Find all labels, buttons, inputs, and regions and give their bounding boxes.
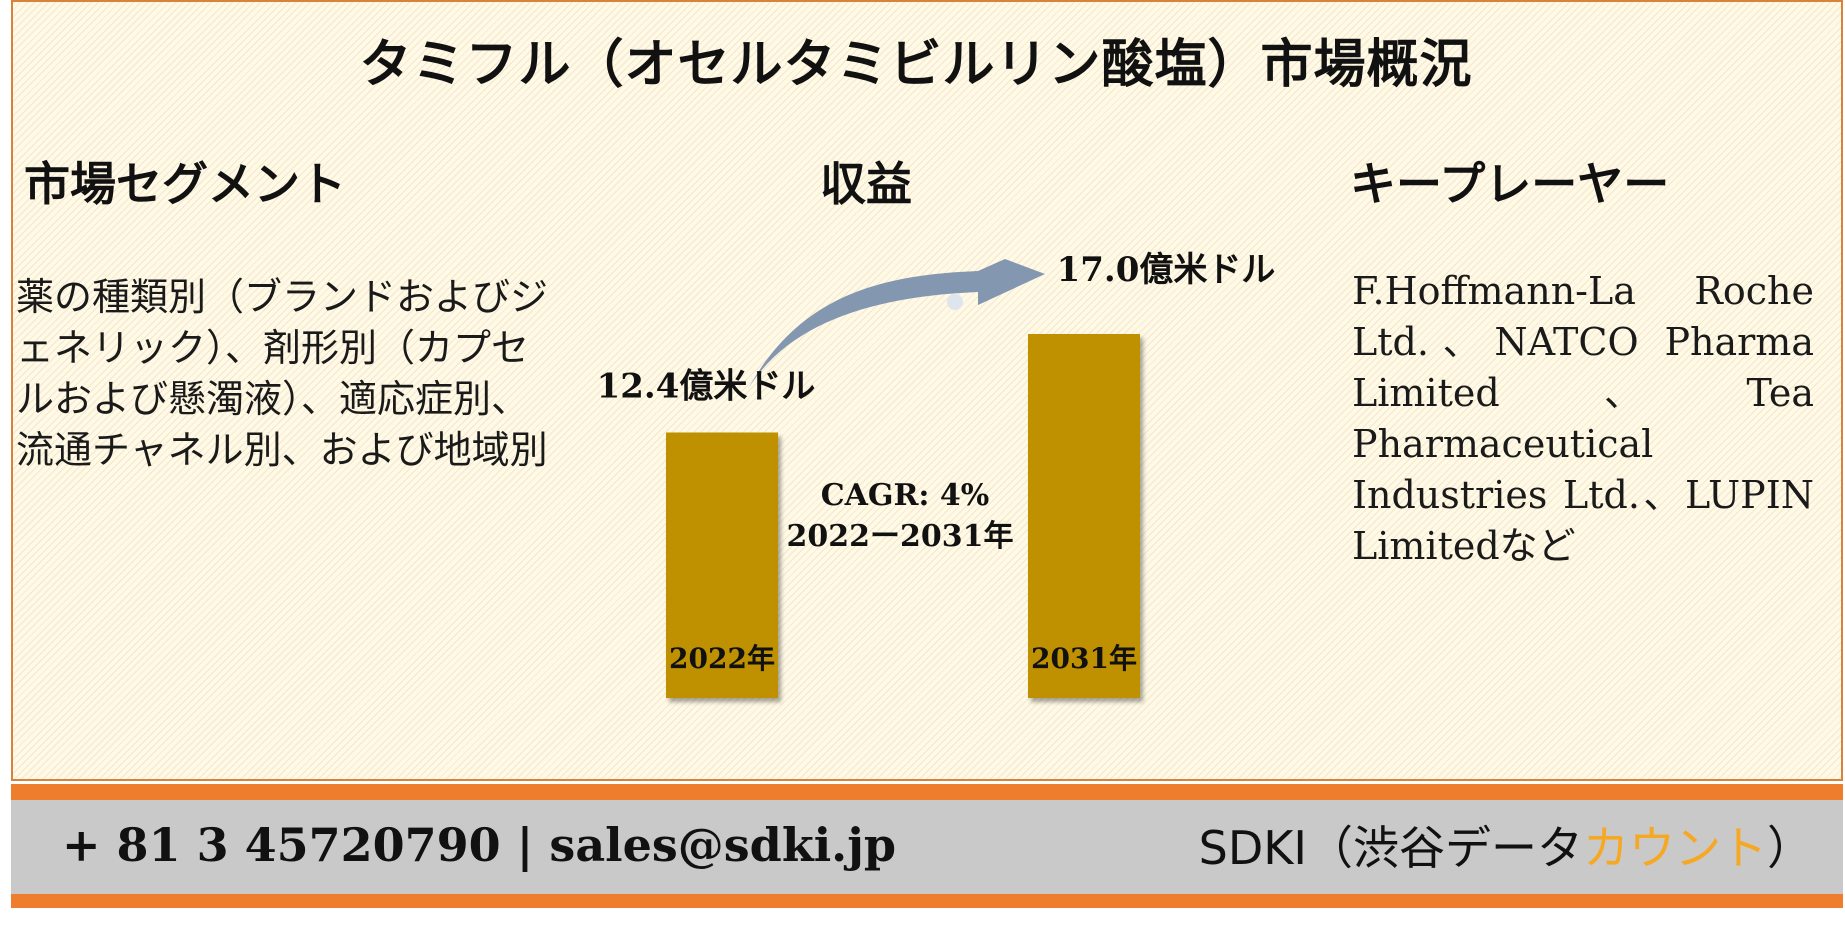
players-heading: キープレーヤー bbox=[1350, 157, 1670, 211]
arrow-dot-icon bbox=[947, 294, 963, 310]
cagr-label: CAGR: 4% bbox=[821, 478, 990, 513]
segment-description: 薬の種類別（ブランドおよびジェネリック）、剤形別（カプセルおよび懸濁液）、適応症… bbox=[16, 275, 549, 472]
value-label: 17.0億米ドル bbox=[1057, 250, 1276, 290]
bar-2022年 bbox=[666, 432, 778, 698]
brand-suffix: ） bbox=[1767, 821, 1813, 875]
category-label: 2022年 bbox=[669, 642, 775, 675]
bar-2031年 bbox=[1028, 334, 1140, 698]
footer-contact: + 81 3 45720790 | sales@sdki.jp bbox=[62, 818, 896, 872]
footer-band bbox=[11, 784, 1843, 908]
brand-accent: カウント bbox=[1583, 821, 1767, 875]
revenue-heading: 収益 bbox=[820, 157, 912, 211]
period-label: 2022ー2031年 bbox=[787, 519, 1014, 554]
brand-prefix: SDKI（渋谷データ bbox=[1198, 821, 1583, 875]
infographic-panel bbox=[11, 0, 1843, 781]
growth-arrow-icon bbox=[748, 259, 1045, 389]
page-title: タミフル（オセルタミビルリン酸塩）市場概況 bbox=[359, 34, 1473, 95]
key-players-list: F.Hoffmann-La Roche Ltd.、NATCO Pharma Li… bbox=[1352, 269, 1814, 568]
footer-brand: SDKI（渋谷データカウント） bbox=[1199, 812, 1813, 878]
value-label: 12.4億米ドル bbox=[597, 366, 816, 406]
category-label: 2031年 bbox=[1031, 642, 1137, 675]
segment-heading: 市場セグメント bbox=[24, 157, 346, 211]
